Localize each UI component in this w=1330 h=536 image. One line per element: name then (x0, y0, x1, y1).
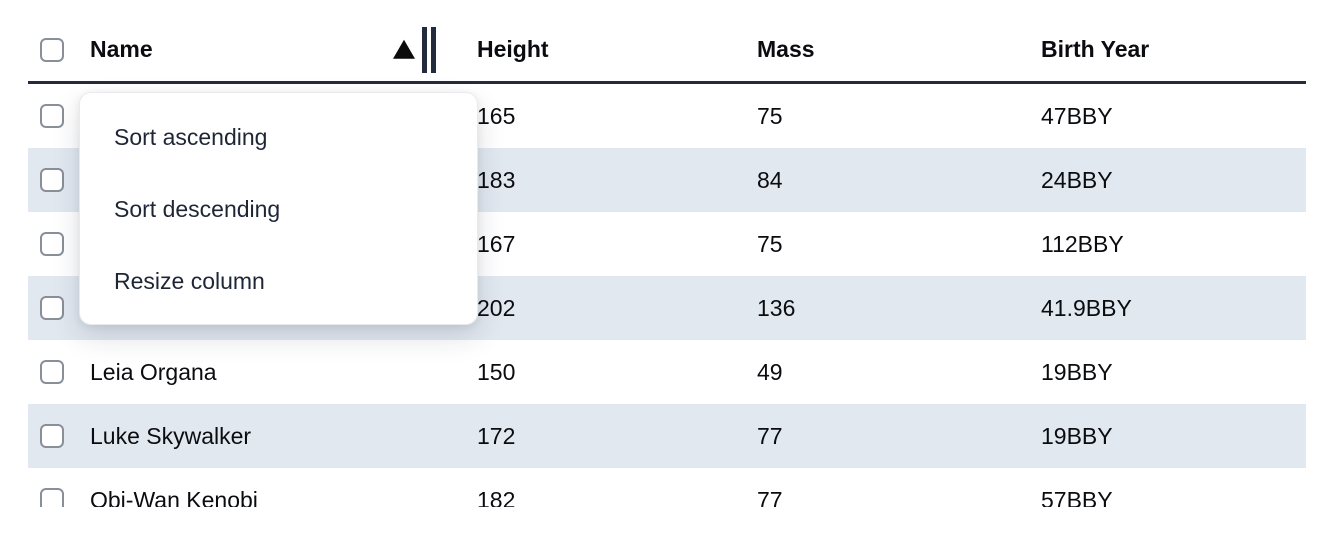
column-header-name[interactable]: Name (90, 18, 477, 81)
menu-item-resize-column[interactable]: Resize column (114, 267, 265, 294)
cell-name: Leia Organa (90, 358, 217, 385)
column-header-height[interactable]: Height (477, 36, 549, 62)
cell-height: 165 (477, 102, 516, 129)
cell-mass: 75 (757, 102, 783, 129)
row-checkbox[interactable] (40, 424, 64, 448)
column-header-name-label: Name (90, 36, 153, 62)
cell-birth-year: 57BBY (1041, 486, 1113, 508)
row-checkbox[interactable] (40, 296, 64, 320)
cell-name: Luke Skywalker (90, 422, 252, 449)
column-header-birth-year[interactable]: Birth Year (1041, 36, 1150, 62)
header-checkbox-cell (28, 37, 90, 62)
cell-height: 202 (477, 294, 516, 321)
cell-mass: 77 (757, 486, 783, 508)
cell-name: Obi-Wan Kenobi (90, 486, 258, 508)
table-row: Leia Organa 150 49 19BBY (28, 340, 1306, 404)
cell-height: 182 (477, 486, 516, 508)
cell-birth-year: 47BBY (1041, 102, 1113, 129)
cell-mass: 136 (757, 294, 796, 321)
table-header-row: Name Height Mass Birth Year (28, 0, 1306, 84)
column-context-menu: Sort ascending Sort descending Resize co… (79, 92, 478, 325)
table-row: Luke Skywalker 172 77 19BBY (28, 404, 1306, 468)
column-header-mass[interactable]: Mass (757, 36, 815, 62)
cell-height: 150 (477, 358, 516, 385)
cell-mass: 75 (757, 230, 783, 257)
sort-ascending-icon[interactable] (393, 39, 415, 59)
cell-birth-year: 112BBY (1041, 230, 1124, 257)
row-checkbox[interactable] (40, 232, 64, 256)
cell-height: 172 (477, 422, 516, 449)
menu-item-sort-descending[interactable]: Sort descending (114, 195, 281, 222)
cell-birth-year: 19BBY (1041, 422, 1113, 449)
cell-height: 167 (477, 230, 516, 257)
resize-bar-icon (431, 26, 436, 73)
cell-birth-year: 19BBY (1041, 358, 1113, 385)
row-checkbox[interactable] (40, 488, 64, 507)
cell-mass: 77 (757, 422, 783, 449)
cell-birth-year: 41.9BBY (1041, 294, 1132, 321)
cell-mass: 84 (757, 166, 783, 193)
cell-birth-year: 24BBY (1041, 166, 1113, 193)
column-resize-handle[interactable] (422, 26, 436, 73)
table-row: Obi-Wan Kenobi 182 77 57BBY (28, 468, 1306, 507)
cell-height: 183 (477, 166, 516, 193)
select-all-checkbox[interactable] (40, 37, 64, 62)
menu-item-sort-ascending[interactable]: Sort ascending (114, 123, 268, 150)
cell-mass: 49 (757, 358, 783, 385)
row-checkbox[interactable] (40, 168, 64, 192)
row-checkbox[interactable] (40, 104, 64, 128)
resize-bar-icon (422, 26, 427, 73)
row-checkbox[interactable] (40, 360, 64, 384)
